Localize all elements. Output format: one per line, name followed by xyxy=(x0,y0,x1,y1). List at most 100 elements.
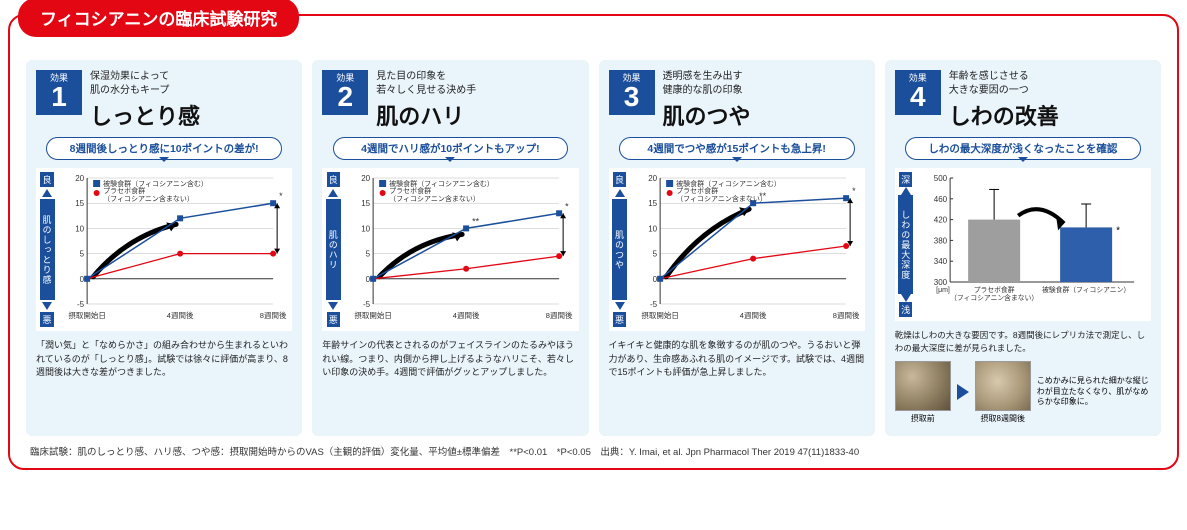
svg-text:0: 0 xyxy=(80,275,85,284)
svg-text:10: 10 xyxy=(361,224,370,233)
arrow-up-icon xyxy=(328,189,338,197)
photo-before xyxy=(895,361,951,411)
callout-pill: 8週間後しっとり感に10ポイントの差が! xyxy=(46,137,282,160)
svg-text:摂取開始日: 摂取開始日 xyxy=(355,310,393,320)
svg-text:10: 10 xyxy=(75,224,84,233)
svg-text:460: 460 xyxy=(934,195,948,204)
arrow-down-icon xyxy=(615,302,625,310)
axis-good: 良 xyxy=(613,172,626,187)
svg-text:被験食群（フィコシアニン含む）: 被験食群（フィコシアニン含む） xyxy=(103,179,208,188)
svg-text:20: 20 xyxy=(75,174,84,183)
arrow-down-icon xyxy=(42,302,52,310)
effect-panel: 効果1 保湿効果によって肌の水分もキープ しっとり感 8週間後しっとり感に10ポ… xyxy=(26,60,302,436)
svg-text:被験食群（フィコシアニン）: 被験食群（フィコシアニン） xyxy=(1042,285,1130,294)
arrow-up-icon xyxy=(901,187,911,195)
svg-text:被験食群（フィコシアニン含む）: 被験食群（フィコシアニン含む） xyxy=(676,179,781,188)
effect-subtitle: 年齢を感じさせる大きな要因の一つ xyxy=(949,70,1059,97)
svg-text:10: 10 xyxy=(648,224,657,233)
svg-text:5: 5 xyxy=(366,250,371,259)
photo-after-caption: 摂取8週間後 xyxy=(975,413,1031,424)
svg-text:0: 0 xyxy=(652,275,657,284)
svg-text:0: 0 xyxy=(366,275,371,284)
svg-text:15: 15 xyxy=(648,199,657,208)
svg-text:（フィコシアニン含まない）: （フィコシアニン含まない） xyxy=(950,293,1038,302)
svg-text:300: 300 xyxy=(934,278,948,287)
svg-text:20: 20 xyxy=(361,174,370,183)
photo-after xyxy=(975,361,1031,411)
panels-row: 効果1 保湿効果によって肌の水分もキープ しっとり感 8週間後しっとり感に10ポ… xyxy=(10,46,1177,444)
section-title: フィコシアニンの臨床試験研究 xyxy=(18,0,299,37)
arrow-down-icon xyxy=(901,294,911,302)
svg-text:プラセボ食群: プラセボ食群 xyxy=(676,186,718,195)
panel-note: 乾燥はしわの大きな要因です。8週間後にレプリカ法で測定し、しわの最大深度に差が見… xyxy=(895,329,1151,355)
axis-bad: 悪 xyxy=(613,312,626,327)
svg-text:**: ** xyxy=(472,216,480,226)
effect-subtitle: 保湿効果によって肌の水分もキープ xyxy=(90,70,200,97)
effect-badge: 効果3 xyxy=(609,70,655,115)
svg-text:（フィコシアニン含まない）: （フィコシアニン含まない） xyxy=(676,194,767,203)
svg-text:340: 340 xyxy=(934,257,948,266)
effect-title: 肌のつや xyxy=(663,99,751,131)
arrow-up-icon xyxy=(615,189,625,197)
panel-description: イキイキと健康的な肌を象徴するのが肌のつや。うるおいと弾力があり、生命感あふれる… xyxy=(609,339,865,380)
panel-description: 「潤い気」と「なめらかさ」の組み合わせから生まれるといわれているのが「しっとり感… xyxy=(36,339,292,380)
svg-text:5: 5 xyxy=(652,250,657,259)
svg-text:4週間後: 4週間後 xyxy=(167,310,194,320)
svg-text:5: 5 xyxy=(80,250,85,259)
svg-text:-5: -5 xyxy=(650,300,658,309)
effect-subtitle: 見た目の印象を若々しく見せる決め手 xyxy=(376,70,476,97)
svg-text:摂取開始日: 摂取開始日 xyxy=(641,310,679,320)
svg-text:8週間後: 8週間後 xyxy=(260,310,287,320)
svg-text:15: 15 xyxy=(75,199,84,208)
callout-pill: 4週間でハリ感が10ポイントもアップ! xyxy=(333,137,569,160)
line-chart: 良 肌のつや 悪 -505101520摂取開始日4週間後8週間後***被験食群（… xyxy=(609,168,865,331)
effect-panel: 効果2 見た目の印象を若々しく見せる決め手 肌のハリ 4週間でハリ感が10ポイン… xyxy=(312,60,588,436)
y-axis-label: 肌のハリ xyxy=(326,199,341,300)
axis-good: 良 xyxy=(40,172,53,187)
photo-before-caption: 摂取前 xyxy=(895,413,951,424)
y-axis-label: しわの最大深度 xyxy=(898,195,913,294)
effect-title: しっとり感 xyxy=(90,99,200,131)
svg-text:420: 420 xyxy=(934,216,948,225)
outer-frame: 効果1 保湿効果によって肌の水分もキープ しっとり感 8週間後しっとり感に10ポ… xyxy=(8,14,1179,470)
svg-text:500: 500 xyxy=(934,174,948,183)
svg-text:4週間後: 4週間後 xyxy=(453,310,480,320)
axis-shallow: 浅 xyxy=(899,302,912,317)
svg-text:-5: -5 xyxy=(77,300,85,309)
axis-bad: 悪 xyxy=(327,312,340,327)
svg-text:*: * xyxy=(852,186,856,196)
svg-text:8週間後: 8週間後 xyxy=(832,310,859,320)
svg-text:380: 380 xyxy=(934,236,948,245)
effect-badge: 効果4 xyxy=(895,70,941,115)
effect-title: しわの改善 xyxy=(949,99,1059,131)
svg-text:20: 20 xyxy=(648,174,657,183)
svg-text:プラセボ食群: プラセボ食群 xyxy=(389,186,431,195)
axis-bad: 悪 xyxy=(40,312,53,327)
arrow-right-icon xyxy=(957,384,969,400)
footnote: 臨床試験：肌のしっとり感、ハリ感、つや感：摂取開始時からのVAS（主観的評価）変… xyxy=(10,444,1177,468)
panel-description: 年齢サインの代表とされるのがフェイスラインのたるみやほうれい線。つまり、内側から… xyxy=(322,339,578,380)
effect-title: 肌のハリ xyxy=(376,99,476,131)
callout-pill: 4週間でつや感が15ポイントも急上昇! xyxy=(619,137,855,160)
svg-text:プラセボ食群: プラセボ食群 xyxy=(973,285,1014,294)
effect-badge: 効果1 xyxy=(36,70,82,115)
axis-deep: 深 xyxy=(899,172,912,187)
before-after-photos: 摂取前 摂取8週間後 こめかみに見られた細かな縦じわが目立たなくなり、肌がなめら… xyxy=(895,361,1151,424)
svg-text:プラセボ食群: プラセボ食群 xyxy=(103,186,145,195)
effect-panel-4: 効果4 年齢を感じさせる大きな要因の一つ しわの改善 しわの最大深度が浅くなった… xyxy=(885,60,1161,436)
effect-panel: 効果3 透明感を生み出す健康的な肌の印象 肌のつや 4週間でつや感が15ポイント… xyxy=(599,60,875,436)
arrow-up-icon xyxy=(42,189,52,197)
bar-chart: 深 しわの最大深度 浅 300 340 380 420 460 500 [μm] プラセボ食群… xyxy=(895,168,1151,321)
svg-text:*: * xyxy=(1116,225,1120,236)
svg-text:15: 15 xyxy=(361,199,370,208)
svg-text:8週間後: 8週間後 xyxy=(546,310,573,320)
svg-text:[μm]: [μm] xyxy=(936,287,950,294)
y-axis-label: 肌のしっとり感 xyxy=(40,199,55,300)
callout-pill: しわの最大深度が浅くなったことを確認 xyxy=(905,137,1141,160)
y-axis-label: 肌のつや xyxy=(612,199,627,300)
svg-text:（フィコシアニン含まない）: （フィコシアニン含まない） xyxy=(103,194,194,203)
svg-text:*: * xyxy=(279,191,283,201)
arrow-down-icon xyxy=(328,302,338,310)
svg-text:（フィコシアニン含まない）: （フィコシアニン含まない） xyxy=(389,194,480,203)
effect-subtitle: 透明感を生み出す健康的な肌の印象 xyxy=(663,70,751,97)
